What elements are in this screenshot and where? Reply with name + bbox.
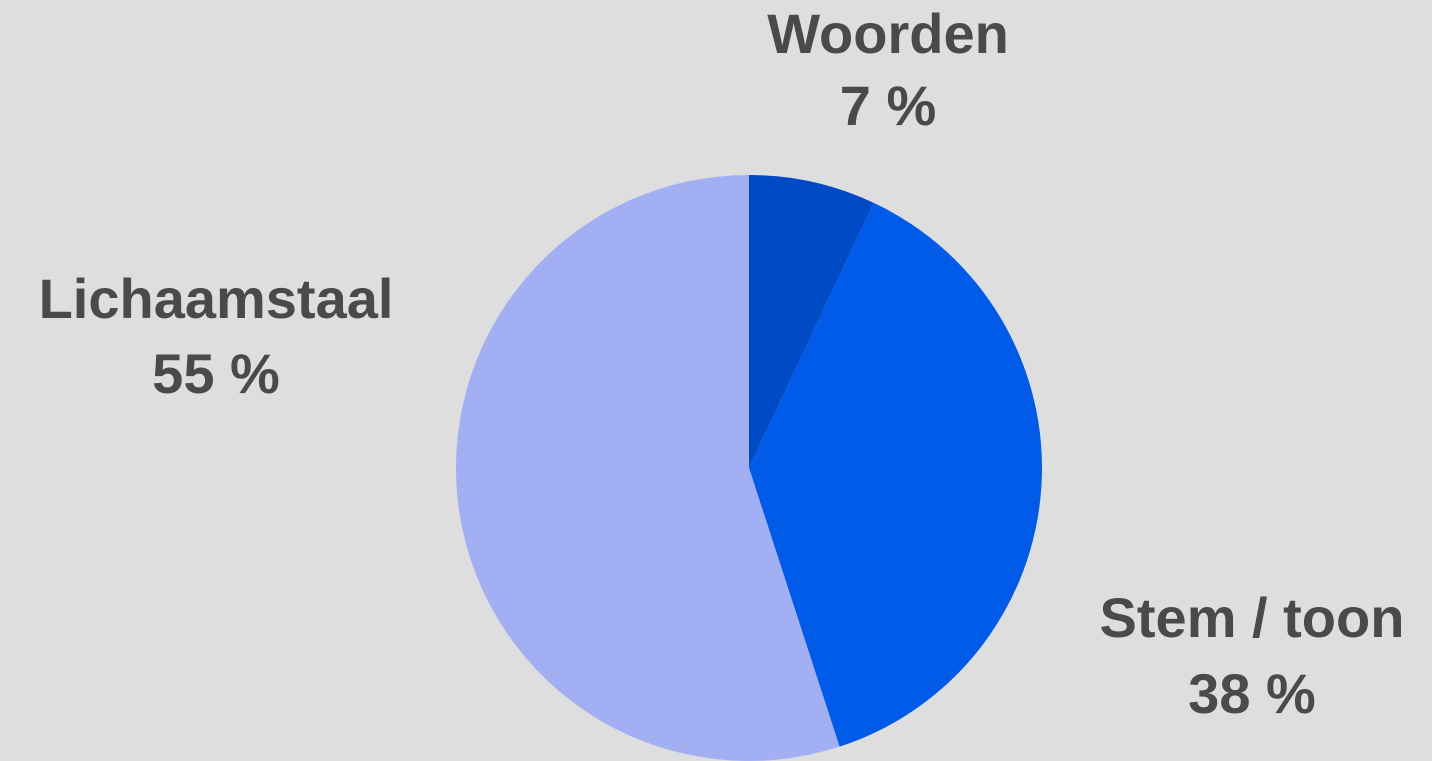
- pie-slice: [456, 175, 840, 761]
- slice-value-label: 7 %: [840, 74, 937, 137]
- pie-slice: [749, 202, 1042, 747]
- slice-value-label: 38 %: [1188, 662, 1316, 725]
- slice-value-label: 55 %: [152, 342, 280, 405]
- slice-label: Stem / toon: [1100, 586, 1405, 649]
- slice-label: Lichaamstaal: [39, 267, 394, 330]
- pie-slice: [749, 175, 874, 468]
- slice-label: Woorden: [767, 2, 1009, 65]
